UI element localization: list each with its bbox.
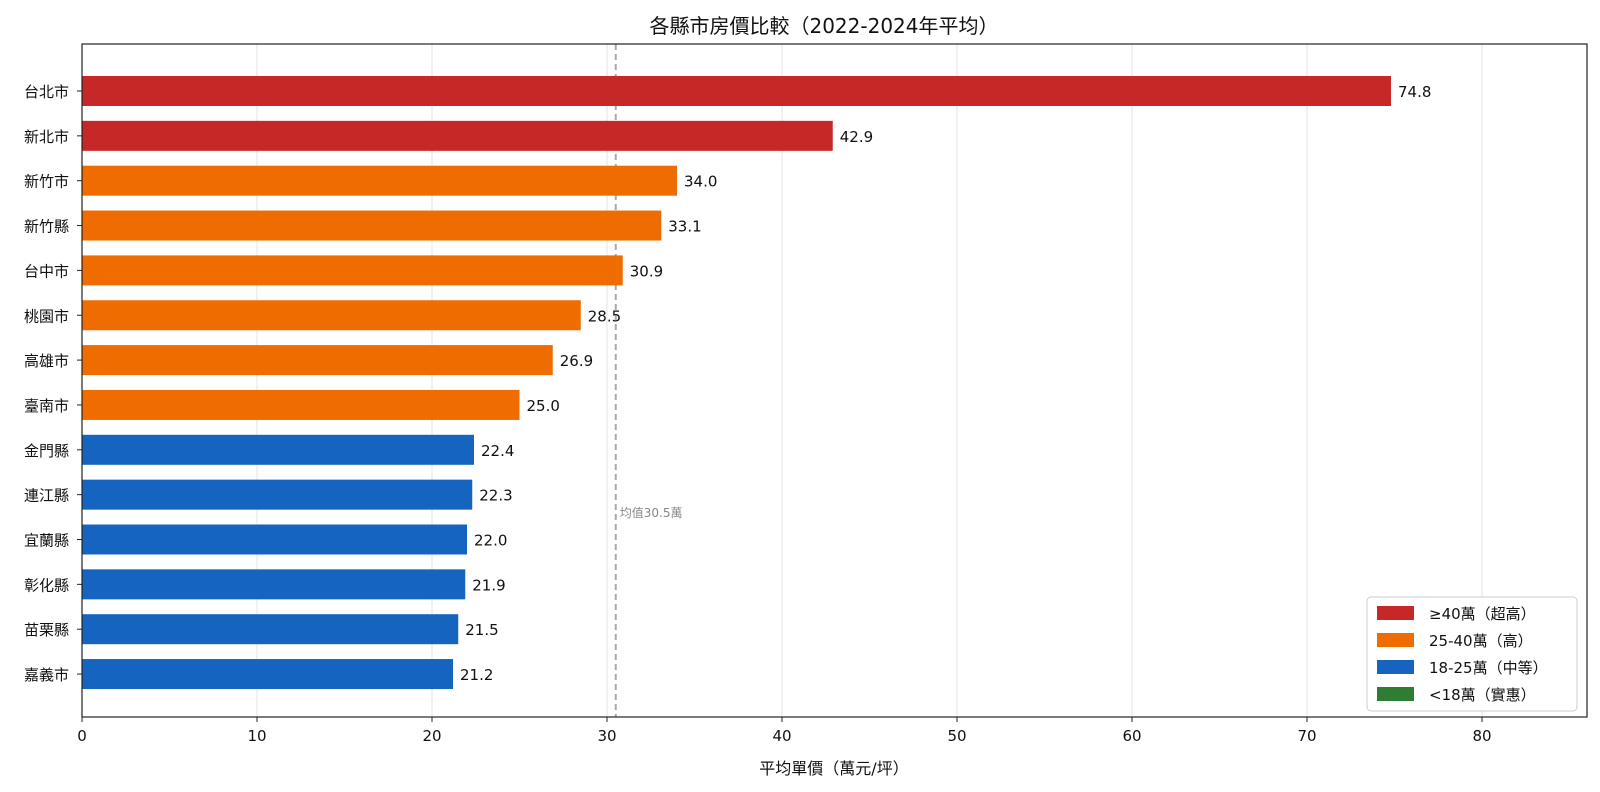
- category-label: 彰化縣: [24, 576, 69, 594]
- plot-frame: [81, 43, 1588, 718]
- value-label: 42.9: [840, 128, 873, 146]
- category-label: 宜蘭縣: [24, 532, 69, 550]
- legend-swatch: [1377, 633, 1414, 647]
- value-label: 21.9: [472, 576, 505, 594]
- x-tick-label: 0: [77, 727, 87, 745]
- grid-lines: [256, 44, 1483, 717]
- category-labels: 台北市新北市新竹市新竹縣台中市桃園市高雄市臺南市金門縣連江縣宜蘭縣彰化縣苗栗縣嘉…: [24, 83, 82, 684]
- legend: ≥40萬（超高） 25-40萬（高） 18-25萬（中等） <18萬（實惠）: [1366, 596, 1578, 712]
- x-tick-label: 40: [772, 727, 791, 745]
- value-label: 74.8: [1398, 83, 1431, 101]
- category-label: 金門縣: [24, 442, 69, 460]
- category-label: 連江縣: [24, 487, 69, 505]
- category-label: 嘉義市: [24, 666, 69, 684]
- category-label: 高雄市: [24, 352, 69, 370]
- value-label: 25.0: [527, 397, 560, 415]
- category-label: 台北市: [24, 83, 69, 101]
- legend-label: ≥40萬（超高）: [1429, 605, 1536, 623]
- legend-swatch: [1377, 687, 1414, 701]
- category-label: 新竹縣: [24, 218, 69, 236]
- legend-label: <18萬（實惠）: [1429, 686, 1536, 704]
- x-tick-label: 30: [597, 727, 616, 745]
- x-tick-label: 10: [247, 727, 266, 745]
- x-tick-label: 60: [1122, 727, 1141, 745]
- mean-label: 均值30.5萬: [620, 505, 683, 520]
- value-label: 22.0: [474, 532, 507, 550]
- legend-box: [1366, 596, 1578, 712]
- bar: [82, 165, 677, 196]
- value-label: 22.4: [481, 442, 514, 460]
- category-label: 桃園市: [24, 307, 69, 325]
- category-label: 臺南市: [24, 397, 69, 415]
- category-label: 新北市: [24, 128, 69, 146]
- x-tick-label: 80: [1472, 727, 1491, 745]
- bar: [82, 300, 581, 331]
- value-label: 21.2: [460, 666, 493, 684]
- value-label: 28.5: [588, 307, 621, 325]
- x-tick-label: 50: [947, 727, 966, 745]
- bar: [82, 614, 459, 645]
- mean-line-group: 均值30.5萬: [614, 44, 683, 717]
- x-tick-label: 70: [1297, 727, 1316, 745]
- chart-title: 各縣市房價比較（2022-2024年平均）: [649, 14, 998, 38]
- bar: [82, 479, 473, 510]
- legend-swatch: [1377, 606, 1414, 620]
- bar: [82, 120, 833, 151]
- x-axis-label: 平均單價（萬元/坪）: [759, 759, 908, 778]
- x-axis-ticks: 0 10 20 30 40 50 60 70 80: [77, 717, 1492, 745]
- x-tick-label: 20: [422, 727, 441, 745]
- bar: [82, 255, 623, 286]
- bar: [82, 76, 1391, 106]
- bar: [82, 524, 467, 555]
- value-label: 26.9: [560, 352, 593, 370]
- category-label: 台中市: [24, 262, 69, 280]
- bars: 74.8 42.9 34.0 33.1 30.9 28.5 26.9 25.0 22.4 22.3…: [82, 76, 1431, 690]
- category-label: 新竹市: [24, 173, 69, 191]
- value-label: 22.3: [479, 487, 512, 505]
- legend-swatch: [1377, 660, 1414, 674]
- legend-label: 25-40萬（高）: [1429, 632, 1533, 650]
- bar: [82, 345, 553, 376]
- bar: [82, 389, 520, 420]
- bar: [82, 659, 453, 690]
- value-label: 34.0: [684, 173, 717, 191]
- value-label: 33.1: [668, 218, 701, 236]
- bar: [82, 434, 474, 465]
- value-label: 21.5: [465, 621, 498, 639]
- bar: [82, 569, 466, 600]
- bar: [82, 210, 662, 241]
- category-label: 苗栗縣: [24, 621, 69, 639]
- value-label: 30.9: [630, 262, 663, 280]
- legend-label: 18-25萬（中等）: [1429, 659, 1548, 677]
